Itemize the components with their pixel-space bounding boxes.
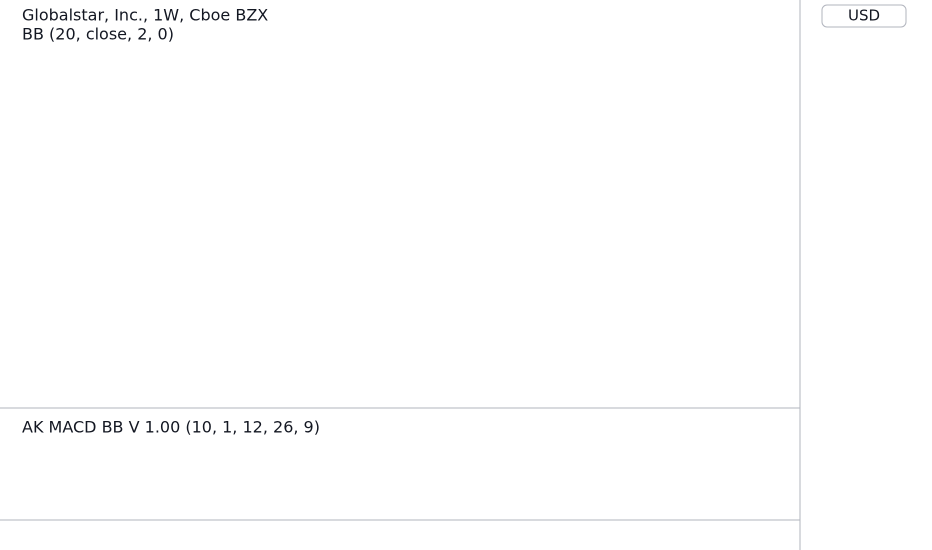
indicator-title: BB (20, close, 2, 0) (22, 25, 174, 44)
currency-box[interactable] (821, 4, 907, 28)
macd-title: AK MACD BB V 1.00 (10, 1, 12, 26, 9) (22, 418, 320, 437)
currency[interactable]: USD (848, 7, 880, 25)
chart-title: Globalstar, Inc., 1W, Cboe BZX (22, 6, 268, 25)
